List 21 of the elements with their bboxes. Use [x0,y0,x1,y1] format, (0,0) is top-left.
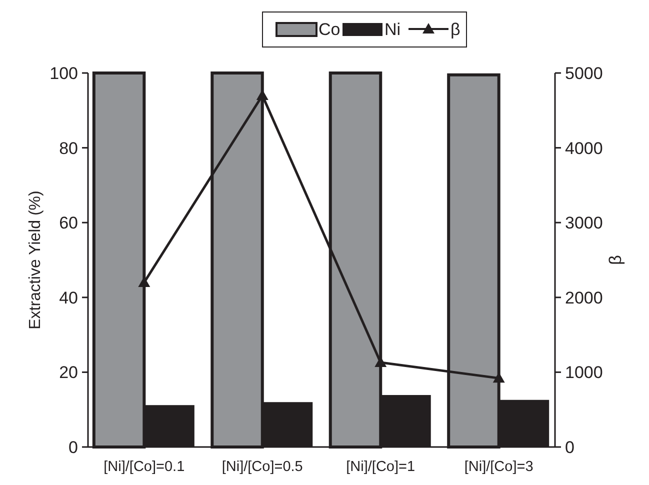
legend-label: β [450,20,460,39]
y2-tick-label: 3000 [565,214,603,233]
y-tick-label: 60 [59,214,78,233]
x-tick-label: [Ni]/[Co]=3 [464,459,534,475]
y2-tick-label: 2000 [565,288,603,308]
y2-tick-label: 1000 [565,363,603,382]
y2-tick-label: 0 [565,438,574,457]
y-axis-title: Extractive Yield (%) [27,190,44,330]
legend-label: Ni [384,20,401,39]
x-tick-label: [Ni]/[Co]=0.1 [104,459,185,475]
y-tick-label: 80 [59,138,78,158]
x-tick-label: [Ni]/[Co]=0.5 [222,459,303,475]
x-tick-label: [Ni]/[Co]=1 [346,459,416,475]
legend-label: Co [318,20,340,39]
y-tick-label: 0 [68,438,78,457]
y2-tick-label: 5000 [565,64,603,83]
y-tick-label: 20 [59,363,78,382]
y2-axis-title: β [606,254,625,265]
y-tick-label: 100 [50,64,78,83]
y2-tick-label: 4000 [565,138,603,158]
y-tick-label: 40 [59,288,78,308]
